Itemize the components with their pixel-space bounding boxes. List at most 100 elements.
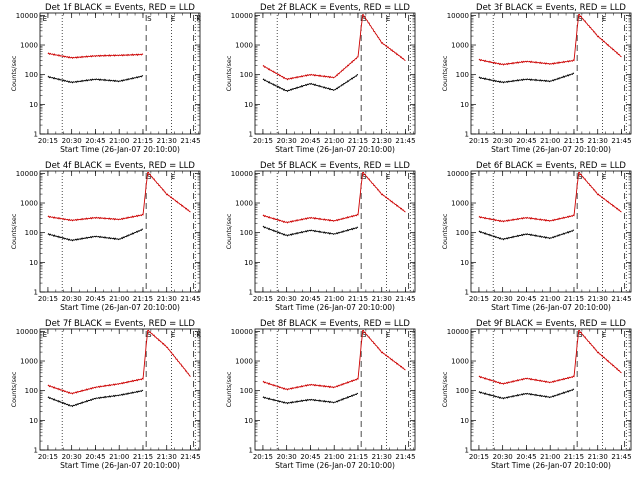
chart-panel-2: Det 2f BLACK = Events, RED = LLD 1 10 100 10… bbox=[225, 3, 416, 154]
x-tick-label: 20:15 bbox=[38, 453, 58, 461]
y-tick-label: 1000 bbox=[20, 42, 38, 50]
x-tick-label: 20:30 bbox=[493, 295, 513, 303]
x-tick-label: 20:30 bbox=[62, 137, 82, 145]
x-tick-label: 20:15 bbox=[253, 295, 273, 303]
x-tick-label: 20:30 bbox=[277, 295, 297, 303]
x-tick-label: 21:15 bbox=[348, 295, 368, 303]
x-axis-label: Start Time (26-Jan-07 20:10:00) bbox=[275, 145, 395, 154]
flag-label: E bbox=[43, 331, 47, 339]
series-line bbox=[478, 14, 622, 66]
plot-frame bbox=[470, 328, 632, 451]
y-tick-label: 1000 bbox=[20, 200, 38, 208]
x-tick-label: 20:45 bbox=[300, 137, 320, 145]
y-tick-label: 1 bbox=[34, 447, 38, 455]
y-tick-label: 100 bbox=[456, 229, 469, 237]
flag-label: S bbox=[147, 331, 152, 339]
x-tick-label: 21:45 bbox=[180, 137, 200, 145]
x-tick-label: 21:45 bbox=[611, 453, 631, 461]
x-tick-label: 21:15 bbox=[564, 295, 584, 303]
x-axis-label: Start Time (26-Jan-07 20:10:00) bbox=[491, 145, 611, 154]
flag-label: E bbox=[602, 15, 606, 23]
series-line bbox=[262, 330, 406, 391]
flag-label: K bbox=[196, 15, 201, 23]
y-tick-label: 1 bbox=[34, 131, 38, 139]
flag-label: E bbox=[171, 173, 175, 181]
x-tick-label: 20:45 bbox=[300, 453, 320, 461]
chart-title: Det 6f BLACK = Events, RED = LLD bbox=[476, 161, 626, 171]
y-tick-label: 1 bbox=[249, 447, 253, 455]
x-tick-label: 21:15 bbox=[133, 453, 153, 461]
y-tick-label: 10000 bbox=[16, 12, 38, 20]
flag-label: E bbox=[386, 15, 390, 23]
flag-label: S bbox=[578, 173, 583, 181]
x-tick-label: 21:00 bbox=[324, 453, 344, 461]
series-line bbox=[262, 172, 406, 224]
x-tick-label: 21:15 bbox=[564, 137, 584, 145]
series-line bbox=[262, 74, 359, 93]
y-tick-label: 1000 bbox=[451, 42, 469, 50]
y-tick-label: 1 bbox=[465, 289, 469, 297]
y-tick-label: 10000 bbox=[447, 12, 469, 20]
y-axis-label: Counts/sec bbox=[10, 371, 18, 407]
x-tick-label: 21:00 bbox=[109, 453, 129, 461]
x-tick-label: 20:30 bbox=[62, 295, 82, 303]
flag-label: S bbox=[362, 331, 367, 339]
x-tick-label: 20:15 bbox=[38, 137, 58, 145]
series-line bbox=[478, 388, 575, 400]
series-line bbox=[478, 72, 575, 84]
y-tick-label: 1000 bbox=[235, 358, 253, 366]
x-axis-label: Start Time (26-Jan-07 20:10:00) bbox=[60, 303, 180, 312]
chart-panel-3: Det 3f BLACK = Events, RED = LLD 1 10 100 10… bbox=[441, 3, 632, 154]
y-tick-label: 1000 bbox=[451, 358, 469, 366]
x-tick-label: 20:45 bbox=[516, 453, 536, 461]
series-line bbox=[262, 225, 359, 237]
chart-panel-4: Det 4f BLACK = Events, RED = LLD 1 10 100 10… bbox=[10, 161, 201, 312]
y-tick-label: 1 bbox=[249, 131, 253, 139]
flag-label: S bbox=[147, 173, 152, 181]
chart-title: Det 1f BLACK = Events, RED = LLD bbox=[45, 3, 195, 13]
flag-label: E bbox=[171, 331, 175, 339]
y-tick-label: 10000 bbox=[447, 170, 469, 178]
y-tick-label: 10 bbox=[460, 259, 469, 267]
x-axis-label: Start Time (26-Jan-07 20:10:00) bbox=[275, 303, 395, 312]
y-tick-label: 1000 bbox=[451, 200, 469, 208]
flag-label: E bbox=[386, 331, 390, 339]
series-line bbox=[262, 392, 359, 405]
x-tick-label: 21:00 bbox=[324, 295, 344, 303]
x-tick-label: 21:30 bbox=[157, 453, 177, 461]
y-tick-label: 10 bbox=[29, 417, 38, 425]
x-tick-label: 20:30 bbox=[277, 137, 297, 145]
y-tick-label: 10000 bbox=[231, 328, 253, 336]
y-axis-label: Counts/sec bbox=[225, 55, 233, 91]
x-tick-label: 21:45 bbox=[180, 295, 200, 303]
chart-panel-6: Det 6f BLACK = Events, RED = LLD 1 10 100 10… bbox=[441, 161, 632, 312]
y-tick-label: 1 bbox=[465, 447, 469, 455]
x-tick-label: 21:30 bbox=[588, 453, 608, 461]
y-tick-label: 100 bbox=[25, 387, 38, 395]
series-line bbox=[47, 75, 144, 84]
x-tick-label: 20:30 bbox=[493, 453, 513, 461]
x-tick-label: 20:45 bbox=[85, 295, 105, 303]
x-tick-label: 21:00 bbox=[540, 295, 560, 303]
chart-panel-1: Det 1f BLACK = Events, RED = LLD 1 10 100 10… bbox=[10, 3, 201, 154]
x-axis-label: Start Time (26-Jan-07 20:10:00) bbox=[491, 461, 611, 470]
y-axis-label: Counts/sec bbox=[225, 371, 233, 407]
series-line bbox=[478, 172, 622, 223]
plot-frame bbox=[39, 12, 201, 135]
flag-label: E bbox=[171, 15, 175, 23]
flag-label: S bbox=[147, 15, 152, 23]
x-tick-label: 20:45 bbox=[300, 295, 320, 303]
flag-label: E bbox=[386, 173, 390, 181]
chart-title: Det 5f BLACK = Events, RED = LLD bbox=[260, 161, 410, 171]
chart-title: Det 3f BLACK = Events, RED = LLD bbox=[476, 3, 626, 13]
x-tick-label: 21:45 bbox=[395, 137, 415, 145]
x-tick-label: 21:00 bbox=[324, 137, 344, 145]
y-tick-label: 10 bbox=[460, 417, 469, 425]
plot-frame bbox=[254, 170, 416, 293]
flag-label: E bbox=[43, 15, 47, 23]
x-tick-label: 21:45 bbox=[180, 453, 200, 461]
y-axis-label: Counts/sec bbox=[441, 55, 449, 91]
chart-title: Det 2f BLACK = Events, RED = LLD bbox=[260, 3, 410, 13]
x-tick-label: 20:30 bbox=[493, 137, 513, 145]
